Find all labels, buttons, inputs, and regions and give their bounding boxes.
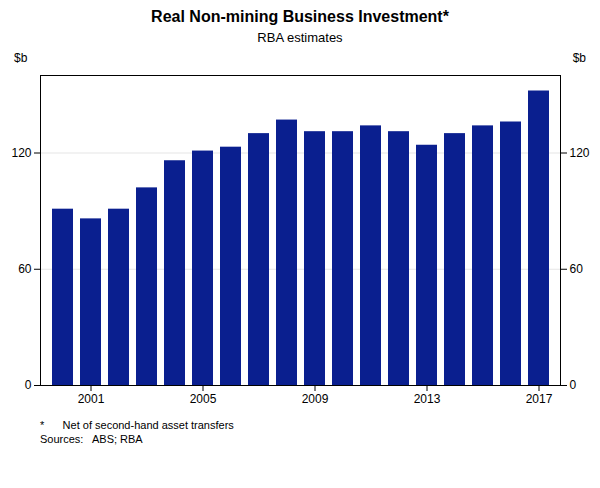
html-text:* Net of second-hand asset tra: * Net of second-hand asset transfers bbox=[40, 419, 234, 431]
svg-text:60: 60 bbox=[570, 262, 584, 276]
svg-text:0: 0 bbox=[25, 378, 32, 392]
html-text:$b: $b bbox=[572, 51, 586, 65]
svg-text:2013: 2013 bbox=[414, 392, 441, 406]
svg-text:0: 0 bbox=[570, 378, 577, 392]
html-text:Real Non-mining Business Inves: Real Non-mining Business Investment* bbox=[151, 8, 449, 25]
html-text:$b: $b bbox=[14, 51, 28, 65]
svg-text:60: 60 bbox=[18, 262, 32, 276]
svg-text:2009: 2009 bbox=[302, 392, 329, 406]
html-text:Sources: ABS; RBA: Sources: ABS; RBA bbox=[40, 433, 143, 445]
svg-text:2017: 2017 bbox=[526, 392, 553, 406]
html-text:RBA estimates: RBA estimates bbox=[257, 30, 343, 45]
svg-text:2005: 2005 bbox=[190, 392, 217, 406]
svg-text:120: 120 bbox=[570, 146, 590, 160]
svg-text:120: 120 bbox=[11, 146, 31, 160]
svg-text:2001: 2001 bbox=[78, 392, 105, 406]
